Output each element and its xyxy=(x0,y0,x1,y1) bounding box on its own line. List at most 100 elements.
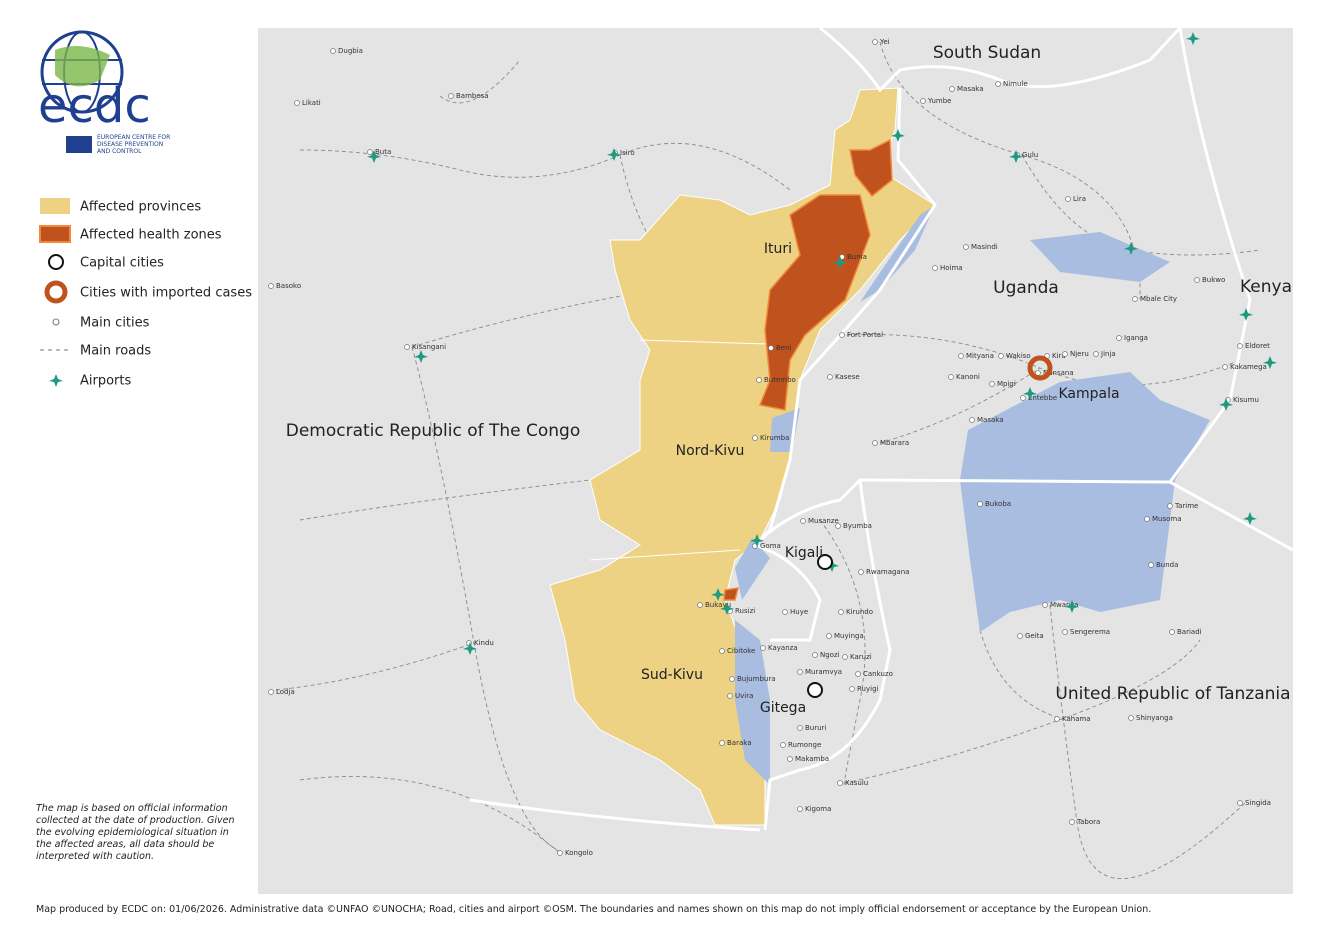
city-marker xyxy=(719,648,725,654)
city-marker xyxy=(1237,343,1243,349)
city-label: Iganga xyxy=(1124,334,1148,342)
city-label: Tarime xyxy=(1174,502,1198,510)
city-label: Buta xyxy=(375,148,391,156)
city-label: Eldoret xyxy=(1245,342,1270,350)
city-label: Yei xyxy=(879,38,890,46)
city-marker xyxy=(1167,503,1173,509)
city-label: Bariadi xyxy=(1177,628,1202,636)
city-marker xyxy=(855,671,861,677)
city-label: Cankuzo xyxy=(863,670,893,678)
city-label: Kisangani xyxy=(412,343,446,351)
city-marker xyxy=(835,523,841,529)
city-marker xyxy=(838,609,844,615)
airport-icon xyxy=(414,350,428,363)
city-marker xyxy=(780,742,786,748)
city-marker xyxy=(760,645,766,651)
city-marker xyxy=(268,283,274,289)
city-label: Mwanza xyxy=(1050,601,1078,609)
city-marker xyxy=(557,850,563,856)
city-marker xyxy=(827,374,833,380)
city-label: Huye xyxy=(790,608,808,616)
city-label: Likati xyxy=(302,99,321,107)
city-label: Basoko xyxy=(276,282,301,290)
country-label: South Sudan xyxy=(933,43,1041,63)
city-label: Makamba xyxy=(795,755,829,763)
capital-marker xyxy=(807,682,823,698)
airport-icon xyxy=(1239,308,1253,321)
city-marker xyxy=(1062,629,1068,635)
airport-icon xyxy=(833,256,847,269)
airport-icon xyxy=(750,534,764,547)
city-marker xyxy=(727,693,733,699)
airport-icon xyxy=(711,588,725,601)
capital-label: Kigali xyxy=(785,545,823,561)
city-label: Jinja xyxy=(1100,350,1116,358)
city-marker xyxy=(719,740,725,746)
city-label: Masaka xyxy=(957,85,984,93)
city-marker xyxy=(949,86,955,92)
city-marker xyxy=(782,609,788,615)
city-label: Bunia xyxy=(847,253,867,261)
city-marker xyxy=(932,265,938,271)
city-label: Rwamagana xyxy=(866,568,909,576)
city-label: Bujumbura xyxy=(737,675,776,683)
airport-icon xyxy=(1124,242,1138,255)
city-label: Wakiso xyxy=(1006,352,1031,360)
city-marker xyxy=(837,780,843,786)
city-marker xyxy=(1144,516,1150,522)
city-marker xyxy=(948,374,954,380)
city-marker xyxy=(839,332,845,338)
logo-subtext: DISEASE PREVENTION xyxy=(97,141,163,148)
legend-label: Capital cities xyxy=(80,256,164,271)
city-label: Shinyanga xyxy=(1136,714,1173,722)
city-label: Lira xyxy=(1073,195,1086,203)
country-borders xyxy=(469,28,1293,832)
airport-icon xyxy=(463,642,477,655)
city-label: Kindu xyxy=(474,639,494,647)
airport-icon xyxy=(1219,398,1233,411)
legend-label: Main roads xyxy=(80,344,151,359)
city-label: Isiro xyxy=(620,149,635,157)
footer: Map produced by ECDC on: 01/06/2026. Adm… xyxy=(36,904,1152,915)
city-label: Uvira xyxy=(735,692,753,700)
city-marker xyxy=(1062,351,1068,357)
logo-subtext: EUROPEAN CENTRE FOR xyxy=(97,134,170,141)
legend-label: Affected health zones xyxy=(80,228,222,243)
country-label: Kenya xyxy=(1240,277,1292,297)
country-label: United Republic of Tanzania xyxy=(1055,684,1290,704)
city-label: Gulu xyxy=(1022,151,1038,159)
city-marker xyxy=(1017,633,1023,639)
city-marker xyxy=(1069,819,1075,825)
city-label: Bururi xyxy=(805,724,826,732)
city-marker xyxy=(752,435,758,441)
city-label: Hoima xyxy=(940,264,963,272)
affected-health-zones xyxy=(723,138,893,601)
city-label: Ngozi xyxy=(820,651,840,659)
city-label: Kanoni xyxy=(956,373,980,381)
city-label: Mpigi xyxy=(997,380,1016,388)
city-marker xyxy=(294,100,300,106)
city-marker xyxy=(989,381,995,387)
legend: Affected provinces Affected health zones… xyxy=(39,198,252,389)
city-label: Kisumu xyxy=(1233,396,1259,404)
city-label: Karuzi xyxy=(850,653,872,661)
city-label: Rumonge xyxy=(788,741,821,749)
disclaimer: The map is based on official information… xyxy=(36,803,235,862)
city-label: Musanze xyxy=(808,517,839,525)
logo-subtext: AND CONTROL xyxy=(97,148,142,155)
city-marker xyxy=(787,756,793,762)
province-label: Nord-Kivu xyxy=(676,443,745,459)
city-marker xyxy=(1054,716,1060,722)
airport-icon xyxy=(1009,150,1023,163)
city-marker xyxy=(977,501,983,507)
logo-text: ecdc xyxy=(38,78,151,134)
city-label: Musoma xyxy=(1152,515,1182,523)
city-marker xyxy=(872,39,878,45)
province-label: Ituri xyxy=(764,241,792,257)
lakes xyxy=(735,205,1210,785)
city-label: Njeru xyxy=(1070,350,1089,358)
city-marker xyxy=(1020,395,1026,401)
city-label: Kirundo xyxy=(846,608,873,616)
city-label: Byumba xyxy=(843,522,872,530)
